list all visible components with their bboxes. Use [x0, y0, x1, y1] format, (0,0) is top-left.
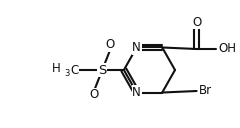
- Text: H: H: [52, 62, 61, 76]
- Text: O: O: [90, 88, 99, 102]
- Text: N: N: [132, 86, 141, 99]
- Text: O: O: [192, 15, 201, 29]
- Text: C: C: [71, 63, 79, 77]
- Text: Br: Br: [198, 84, 212, 98]
- Text: OH: OH: [218, 42, 236, 56]
- Text: N: N: [132, 41, 141, 54]
- Text: 3: 3: [64, 70, 69, 78]
- Text: O: O: [106, 39, 115, 51]
- Text: S: S: [98, 63, 106, 77]
